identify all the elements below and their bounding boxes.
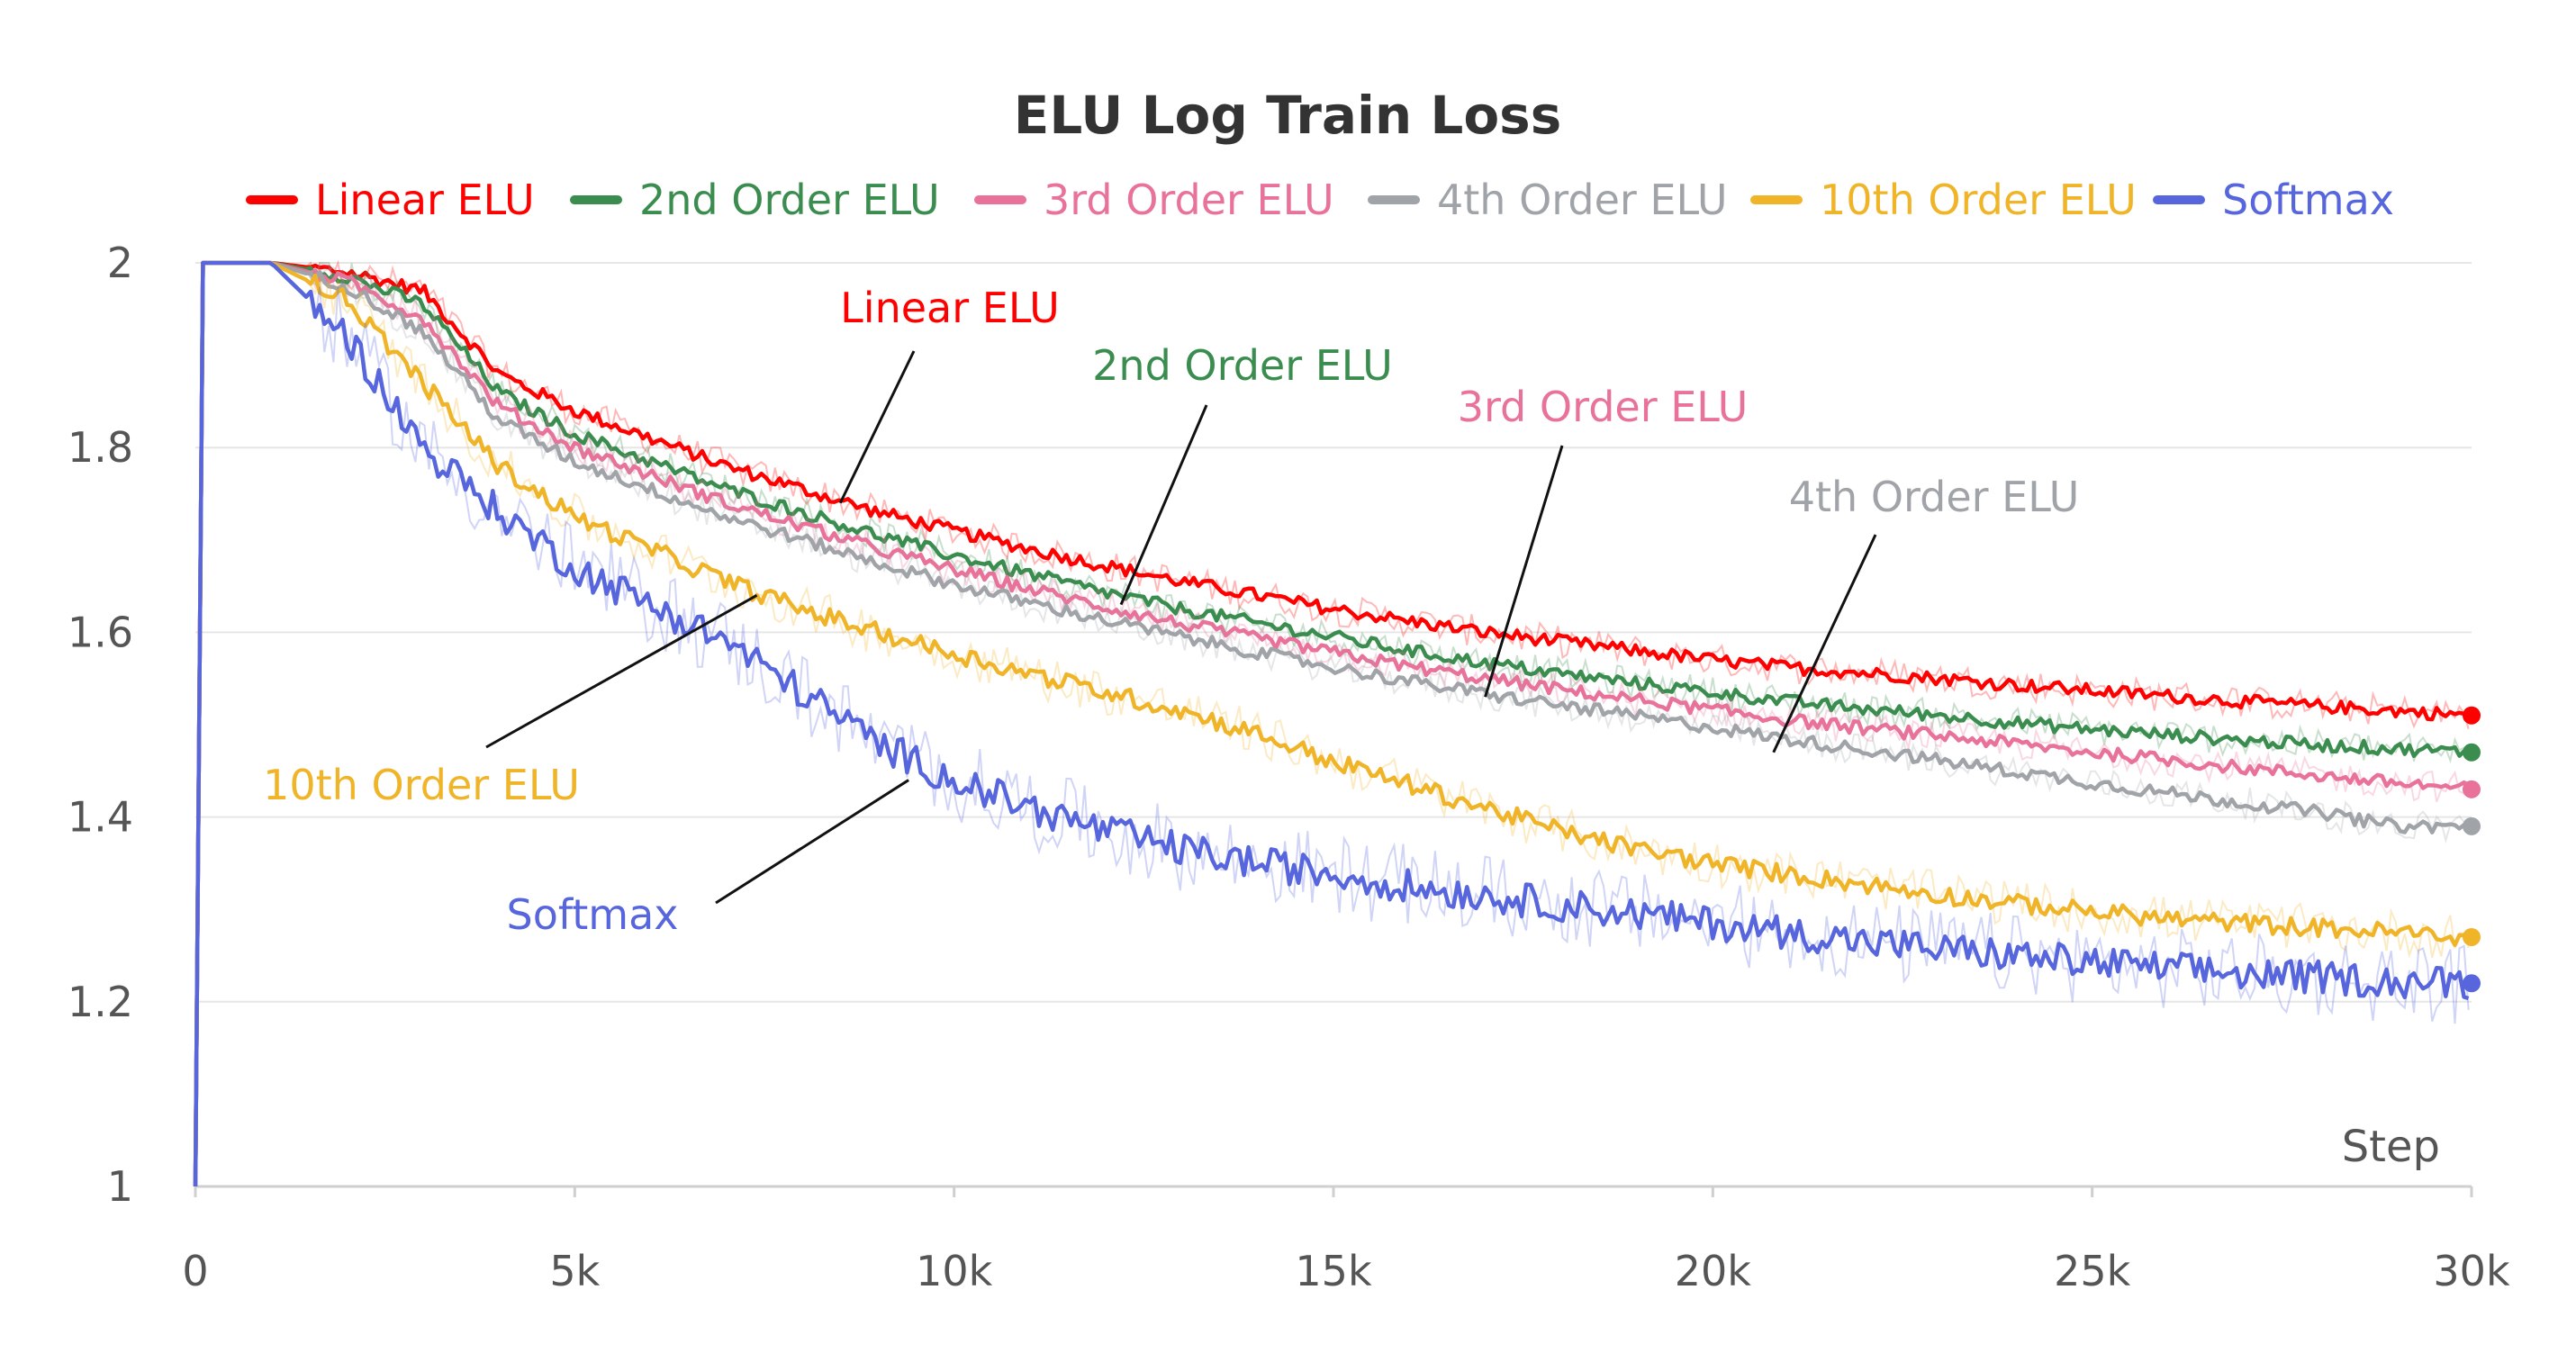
series-line-10th-order-elu	[193, 260, 2471, 1187]
grid	[195, 262, 2472, 1187]
legend-label-2nd-order-elu: 2nd Order ELU	[639, 176, 940, 224]
series-raw-4th-order-elu	[194, 262, 2470, 1187]
legend-label-10th-order-elu: 10th Order ELU	[1820, 176, 2137, 224]
x-tick-label: 0	[182, 1247, 208, 1295]
series-lines	[193, 259, 2481, 1187]
x-tick-label: 15k	[1295, 1247, 1372, 1295]
annotation-leader-10th-order-elu	[485, 594, 758, 749]
series-line-linear-elu	[193, 260, 2470, 1187]
annotation-label-linear-elu: Linear ELU	[840, 284, 1060, 332]
series-raw-3rd-order-elu	[194, 261, 2470, 1187]
annotation-leader-linear-elu	[838, 350, 916, 504]
y-tick-label: 1	[107, 1162, 133, 1211]
legend-label-3rd-order-elu: 3rd Order ELU	[1044, 176, 1334, 224]
series-end-point-4th-order-elu	[2463, 816, 2481, 835]
annotation-label-softmax: Softmax	[507, 890, 679, 939]
y-axis: 1 1.2 1.4 1.6 1.8 2	[68, 239, 133, 1211]
series-line-3rd-order-elu	[193, 260, 2470, 1187]
annotation-label-4th-order-elu: 4th Order ELU	[1789, 473, 2080, 521]
x-tick-label: 20k	[1675, 1247, 1752, 1295]
series-line-2nd-order-elu	[193, 260, 2470, 1187]
legend-label-linear-elu: Linear ELU	[315, 176, 535, 224]
x-tick-label: 25k	[2054, 1247, 2131, 1295]
series-end-point-10th-order-elu	[2463, 927, 2481, 946]
series-end-point-2nd-order-elu	[2463, 743, 2481, 762]
annotation-label-2nd-order-elu: 2nd Order ELU	[1092, 341, 1393, 390]
annotation-label-3rd-order-elu: 3rd Order ELU	[1458, 383, 1749, 431]
y-tick-label: 1.2	[68, 978, 133, 1026]
y-tick-label: 1.6	[68, 608, 133, 656]
annotation-leader-softmax	[715, 779, 909, 905]
y-tick-label: 2	[107, 239, 133, 287]
legend-label-softmax: Softmax	[2222, 176, 2394, 224]
annotation-leader-3rd-order-elu	[1484, 445, 1564, 698]
x-tick-label: 30k	[2433, 1247, 2510, 1295]
legend: Linear ELU 2nd Order ELU 3rd Order ELU 4th …	[246, 176, 2394, 224]
annotations: Linear ELU 2nd Order ELU 3rd Order ELU 4th …	[263, 284, 2079, 939]
series-raw-softmax	[194, 262, 2470, 1187]
series-line-4th-order-elu	[193, 260, 2470, 1187]
annotation-leader-2nd-order-elu	[1119, 404, 1208, 606]
x-tick-label: 5k	[549, 1247, 600, 1295]
y-tick-label: 1.8	[68, 423, 133, 472]
x-axis-label: Step	[2342, 1122, 2440, 1172]
x-axis: 0 5k 10k 15k 20k 25k 30k	[182, 1185, 2510, 1295]
chart-title: ELU Log Train Loss	[1014, 85, 1561, 146]
series-raw-linear-elu	[194, 259, 2470, 1187]
series-end-point-linear-elu	[2463, 706, 2481, 725]
annotation-leader-4th-order-elu	[1772, 534, 1877, 753]
series-raw-2nd-order-elu	[194, 262, 2469, 1187]
legend-label-4th-order-elu: 4th Order ELU	[1437, 176, 1728, 224]
series-raw-10th-order-elu	[194, 262, 2470, 1187]
series-end-point-3rd-order-elu	[2463, 780, 2481, 798]
y-tick-label: 1.4	[68, 793, 133, 842]
series-end-point-softmax	[2463, 974, 2481, 993]
annotation-label-10th-order-elu: 10th Order ELU	[263, 761, 580, 809]
series-line-softmax	[193, 260, 2470, 1187]
x-tick-label: 10k	[916, 1247, 993, 1295]
